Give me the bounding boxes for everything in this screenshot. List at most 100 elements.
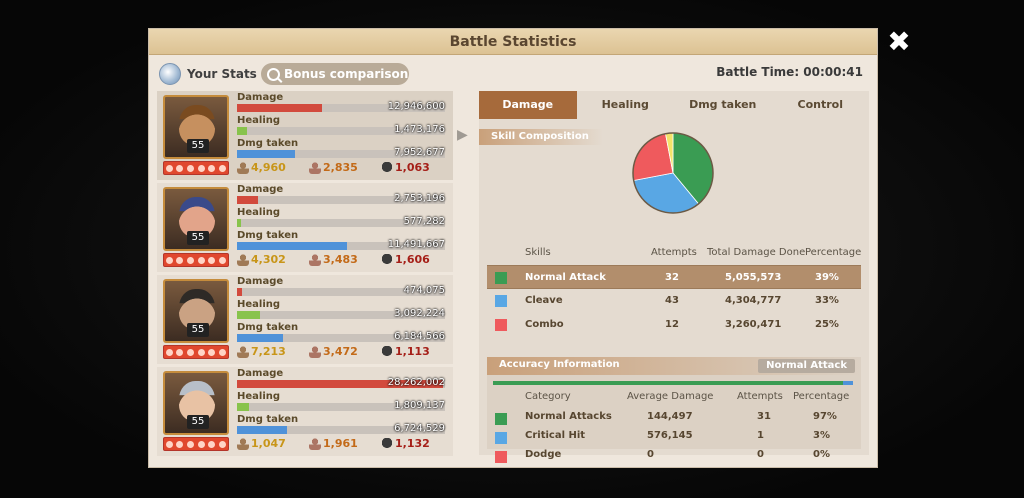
count-b: 1,961 bbox=[309, 437, 358, 450]
star-icon bbox=[197, 164, 205, 172]
chevron-right-icon: ▶ bbox=[457, 127, 468, 143]
star-icon bbox=[197, 348, 205, 356]
count-c: 1,132 bbox=[381, 437, 430, 450]
count-b: 3,472 bbox=[309, 345, 358, 358]
col-category: Category bbox=[525, 391, 571, 402]
count-b: 2,835 bbox=[309, 161, 358, 174]
skill-color-swatch bbox=[495, 272, 507, 284]
bonus-comparison-label: Bonus comparison bbox=[284, 67, 409, 81]
skill-total: 4,304,777 bbox=[725, 295, 782, 306]
wounded-icon bbox=[309, 253, 321, 266]
wounded-icon bbox=[309, 437, 321, 450]
damage-bar-fill bbox=[237, 380, 443, 388]
taken-bar-fill bbox=[237, 426, 287, 434]
skill-total: 3,260,471 bbox=[725, 319, 782, 330]
hero-face bbox=[179, 197, 215, 237]
healing-label: Healing bbox=[237, 207, 281, 218]
star-icon bbox=[176, 256, 184, 264]
damage-label: Damage bbox=[237, 92, 284, 103]
skill-composition-header: Skill Composition bbox=[479, 129, 603, 145]
pie-border bbox=[632, 132, 714, 214]
detail-panel: Damage Healing Dmg taken Control Skill Comp… bbox=[479, 91, 869, 463]
skill-total: 5,055,573 bbox=[725, 272, 782, 283]
tab-control[interactable]: Control bbox=[797, 98, 843, 111]
hero-counts: 1,047 1,961 1,132 bbox=[237, 437, 445, 453]
wounded-icon bbox=[309, 161, 321, 174]
count-a: 4,960 bbox=[237, 161, 286, 174]
hero-card[interactable]: 55 Damage 2,753,196 Healing 577,282 Dmg … bbox=[157, 183, 453, 272]
accuracy-percentage: 97% bbox=[813, 411, 837, 422]
taken-label: Dmg taken bbox=[237, 138, 299, 149]
skill-name: Cleave bbox=[525, 295, 563, 306]
hero-rank-strip bbox=[163, 345, 229, 359]
taken-row: Dmg taken 6,184,566 bbox=[237, 322, 445, 344]
skills-table-header: Skills Attempts Total Damage Done Percen… bbox=[479, 247, 869, 261]
tab-healing[interactable]: Healing bbox=[601, 98, 649, 111]
hero-portrait: 55 bbox=[163, 371, 229, 435]
healing-bar-fill bbox=[237, 127, 247, 135]
healing-value: 1,809,137 bbox=[394, 400, 445, 411]
accuracy-row: Critical Hit 576,145 1 3% bbox=[487, 428, 861, 446]
accuracy-color-swatch bbox=[495, 451, 507, 463]
star-icon bbox=[165, 164, 173, 172]
damage-bar-fill bbox=[237, 288, 242, 296]
count-a: 4,302 bbox=[237, 253, 286, 266]
accuracy-avg: 144,497 bbox=[647, 411, 693, 422]
damage-label: Damage bbox=[237, 184, 284, 195]
star-icon bbox=[208, 348, 216, 356]
taken-bar bbox=[237, 426, 445, 434]
hero-card[interactable]: 55 Damage 28,262,002 Healing 1,809,137 D… bbox=[157, 367, 453, 456]
skull-icon bbox=[381, 437, 393, 450]
skill-attempts: 12 bbox=[665, 319, 679, 330]
accuracy-header: Accuracy Information Normal Attack bbox=[487, 357, 861, 375]
skill-attempts: 32 bbox=[665, 272, 679, 283]
healing-value: 1,473,176 bbox=[394, 124, 445, 135]
skill-percentage: 33% bbox=[815, 295, 839, 306]
accuracy-title: Accuracy Information bbox=[499, 359, 620, 370]
unit-icon bbox=[237, 161, 249, 174]
battle-statistics-panel: Battle Statistics Your Stats Bonus compa… bbox=[148, 28, 878, 468]
damage-value: 28,262,002 bbox=[387, 377, 445, 388]
healing-row: Healing 3,092,224 bbox=[237, 299, 445, 321]
damage-bar bbox=[237, 104, 445, 112]
accuracy-name: Normal Attacks bbox=[525, 411, 612, 422]
accuracy-name: Dodge bbox=[525, 449, 562, 460]
skill-row[interactable]: Cleave 43 4,304,777 33% bbox=[487, 289, 861, 313]
tab-dmg-taken[interactable]: Dmg taken bbox=[689, 98, 757, 111]
damage-value: 2,753,196 bbox=[394, 193, 445, 204]
accuracy-row: Normal Attacks 144,497 31 97% bbox=[487, 409, 861, 427]
battle-time: Battle Time: 00:00:41 bbox=[716, 65, 863, 79]
star-icon bbox=[165, 256, 173, 264]
count-a: 1,047 bbox=[237, 437, 286, 450]
taken-bar bbox=[237, 334, 445, 342]
count-c: 1,606 bbox=[381, 253, 430, 266]
col-attempts: Attempts bbox=[651, 247, 697, 258]
hero-rank-strip bbox=[163, 253, 229, 267]
hero-card[interactable]: 55 Damage 474,075 Healing 3,092,224 Dmg … bbox=[157, 275, 453, 364]
accuracy-skill-selector[interactable]: Normal Attack bbox=[758, 359, 855, 373]
healing-bar-fill bbox=[237, 311, 260, 319]
accuracy-name: Critical Hit bbox=[525, 430, 586, 441]
star-icon bbox=[219, 348, 227, 356]
your-stats-toggle[interactable]: Your Stats bbox=[159, 61, 257, 87]
damage-bar bbox=[237, 196, 445, 204]
top-bar: Your Stats Bonus comparison Battle Time:… bbox=[157, 61, 869, 87]
accuracy-avg: 576,145 bbox=[647, 430, 693, 441]
hero-level: 55 bbox=[187, 415, 209, 429]
close-button[interactable]: ✖ bbox=[887, 25, 911, 58]
star-icon bbox=[197, 440, 205, 448]
unit-icon bbox=[237, 345, 249, 358]
damage-bar-fill bbox=[237, 196, 258, 204]
star-icon bbox=[176, 348, 184, 356]
accuracy-percentage: 3% bbox=[813, 430, 830, 441]
bonus-comparison-button[interactable]: Bonus comparison bbox=[261, 63, 409, 85]
skill-row[interactable]: Normal Attack 32 5,055,573 39% bbox=[487, 265, 861, 289]
hero-card[interactable]: 55 Damage 12,946,600 Healing 1,473,176 D… bbox=[157, 91, 453, 180]
skill-percentage: 39% bbox=[815, 272, 839, 283]
skill-row[interactable]: Combo 12 3,260,471 25% bbox=[487, 313, 861, 337]
hero-level: 55 bbox=[187, 139, 209, 153]
accuracy-bar-crit bbox=[843, 381, 853, 385]
hero-portrait: 55 bbox=[163, 95, 229, 159]
healing-bar bbox=[237, 311, 445, 319]
tab-damage[interactable]: Damage bbox=[479, 91, 577, 119]
